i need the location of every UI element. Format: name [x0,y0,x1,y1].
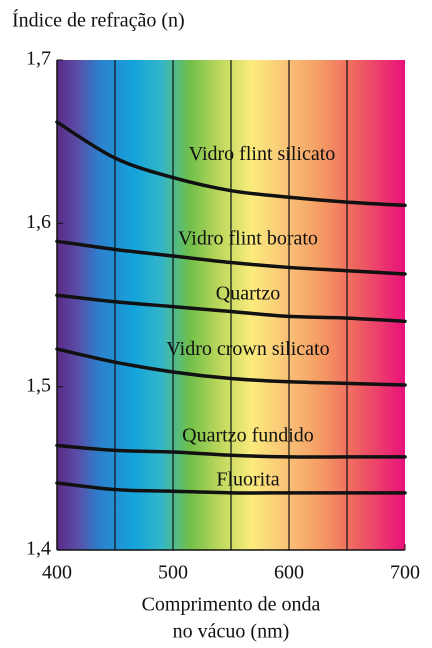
curve-label: Vidro crown silicato [166,338,329,360]
x-tick-label: 600 [274,562,304,584]
x-tick-label: 400 [42,562,72,584]
x-axis-title: Comprimento de onda [142,594,321,616]
y-tick-label: 1,6 [26,211,51,233]
curve-label: Vidro flint silicato [189,143,336,165]
y-axis-title: Índice de refração (n) [12,9,185,32]
x-axis-title: no vácuo (nm) [173,621,290,643]
y-tick-label: 1,7 [26,48,51,70]
curve-label: Fluorita [216,468,279,490]
chart: Índice de refração (n) Comprimento de on… [0,0,432,648]
x-tick-label: 500 [158,562,188,584]
x-tick-label: 700 [390,562,420,584]
y-tick-label: 1,5 [26,374,51,396]
curve-label: Quartzo fundido [182,424,314,446]
curve-label: Quartzo [216,283,280,305]
y-tick-label: 1,4 [26,538,51,560]
curve-label: Vidro flint borato [178,228,318,250]
